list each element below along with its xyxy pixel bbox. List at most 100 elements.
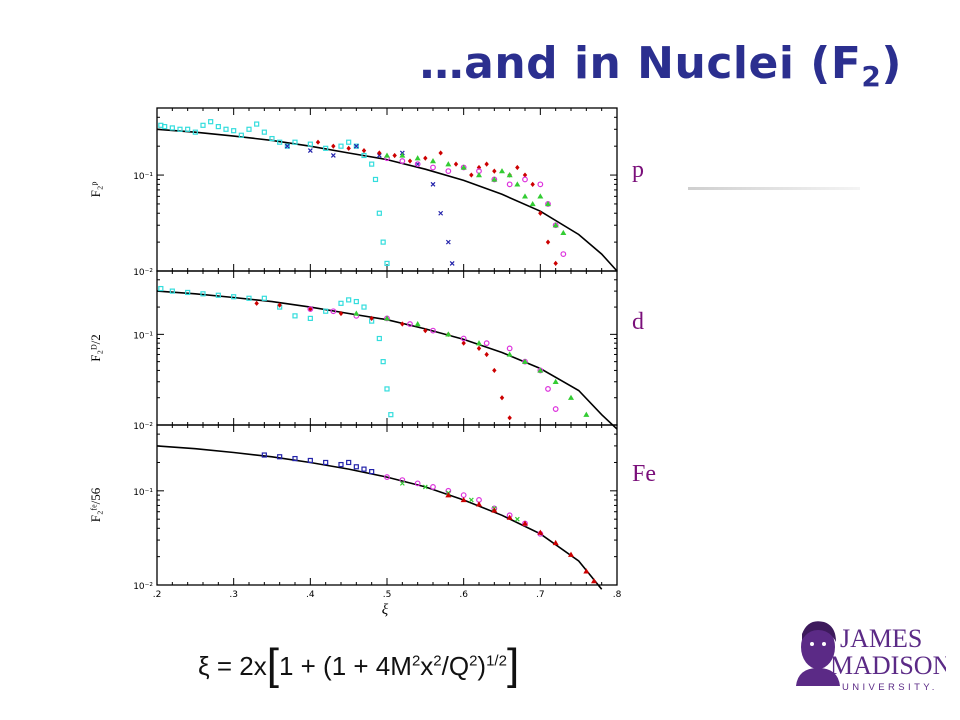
cyan-square-point — [361, 152, 367, 159]
red-triangle-point — [445, 492, 452, 498]
formula-sup-1: 2 — [411, 652, 421, 670]
magenta-circle-point — [384, 474, 390, 480]
y-axis-label: F₂ᵖ — [88, 182, 103, 198]
red-triangle-point — [491, 507, 498, 513]
cyan-square-point — [215, 292, 221, 298]
madison-portrait-icon — [796, 621, 840, 686]
red-triangle-point — [522, 520, 528, 526]
green-triangle-point — [476, 340, 482, 346]
green-cross-point — [422, 484, 428, 490]
y-tick-label: 10⁻¹ — [133, 172, 153, 182]
cyan-square-point — [185, 126, 191, 132]
y-tick-label: 10⁻² — [133, 582, 153, 592]
magenta-circle-point — [414, 480, 421, 487]
red-triangle-point — [460, 496, 467, 503]
cyan-square-point — [185, 289, 191, 296]
green-triangle-point — [552, 222, 559, 228]
jmu-logo: JAMES MADISON UNIVERSITY. — [796, 621, 946, 693]
cyan-square-point — [346, 139, 352, 145]
title-subscript: 2 — [861, 60, 882, 93]
green-triangle-point — [506, 351, 513, 357]
red-diamond-point — [538, 210, 543, 216]
cyan-square-point — [284, 143, 290, 149]
green-triangle-point — [414, 155, 421, 161]
red-diamond-point — [507, 415, 512, 421]
red-triangle-point — [591, 578, 597, 584]
theory-curve — [156, 290, 618, 430]
magenta-circle-point — [506, 345, 513, 352]
red-triangle-point — [583, 568, 590, 574]
cyan-square-point — [269, 135, 275, 142]
red-triangle-point — [537, 529, 544, 535]
cyan-square-point — [292, 313, 298, 319]
cyan-square-point — [323, 308, 329, 314]
magenta-circle-point — [552, 406, 559, 412]
xi-formula: ξ = 2x[1 + (1 + 4M2x2/Q2)1/2] — [198, 640, 519, 690]
magenta-circle-point — [460, 492, 467, 499]
red-diamond-point — [423, 155, 428, 161]
cyan-square-point — [380, 359, 386, 365]
formula-mid: 1 + (1 + 4M — [278, 651, 412, 681]
cyan-square-point — [223, 126, 229, 132]
magenta-circle-point — [430, 164, 436, 171]
cyan-square-point — [246, 295, 252, 301]
green-triangle-point — [491, 176, 498, 182]
formula-q: /Q — [441, 651, 470, 681]
red-diamond-point — [492, 367, 497, 374]
red-diamond-point — [530, 181, 535, 187]
panel-iron: 10⁻² 10⁻¹ F₂ᶠᵉ/56 .2 .3 .4 .5 .6 .7 .8 — [88, 424, 622, 600]
cyan-square-point — [338, 300, 344, 306]
magenta-circle-point — [483, 340, 490, 347]
green-cross-point — [514, 516, 520, 522]
blue-cross-point — [330, 153, 336, 158]
blue-cross-point — [284, 143, 290, 149]
cyan-square-point — [192, 129, 198, 135]
cyan-square-point — [231, 294, 237, 300]
magenta-circle-point — [407, 321, 413, 327]
red-diamond-point — [377, 150, 382, 156]
x-tick-label: .8 — [613, 590, 622, 600]
blue-square-point — [361, 466, 367, 472]
panel-deuteron: 10⁻² 10⁻¹ F₂ᴰ/2 — [88, 270, 618, 432]
theory-curve — [156, 445, 603, 590]
magenta-circle-point — [460, 335, 467, 342]
magenta-circle-point — [430, 327, 436, 334]
cyan-square-point — [169, 288, 175, 294]
cyan-square-point — [388, 412, 394, 418]
blue-cross-point — [449, 260, 455, 266]
cyan-square-point — [169, 125, 175, 131]
cyan-square-point — [372, 176, 379, 183]
green-triangle-point — [522, 358, 528, 364]
formula-paren: ) — [477, 651, 487, 681]
cyan-square-point — [353, 298, 359, 305]
cyan-square-point — [231, 128, 237, 134]
logo-line-3: UNIVERSITY. — [842, 682, 938, 693]
blue-square-point — [369, 469, 375, 475]
green-triangle-point — [568, 394, 574, 400]
red-diamond-point — [338, 310, 344, 317]
x-tick-label: .3 — [229, 590, 238, 600]
y-tick-label: 10⁻¹ — [133, 331, 153, 341]
magenta-circle-point — [506, 181, 513, 188]
label-proton: p — [632, 157, 644, 183]
x-tick-label: .6 — [459, 590, 468, 600]
blue-square-point — [292, 455, 298, 462]
formula-sup-3: 2 — [469, 652, 478, 670]
cyan-square-point — [338, 143, 344, 149]
x-axis-label: ξ — [382, 602, 389, 618]
title-text: …and in Nuclei (F — [419, 38, 862, 89]
cyan-square-point — [292, 139, 298, 145]
x-tick-label: .2 — [153, 590, 162, 600]
red-diamond-point — [553, 260, 558, 267]
magenta-circle-point — [445, 168, 452, 174]
blue-square-point — [307, 457, 313, 464]
cyan-square-point — [361, 304, 367, 310]
blue-square-point — [353, 464, 359, 470]
magenta-circle-point — [399, 477, 406, 483]
cyan-square-point — [376, 210, 382, 216]
cyan-square-point — [277, 139, 283, 145]
panel-frame — [156, 424, 618, 586]
cyan-square-point — [215, 123, 221, 130]
green-triangle-point — [529, 200, 536, 207]
green-triangle-point — [399, 152, 406, 158]
